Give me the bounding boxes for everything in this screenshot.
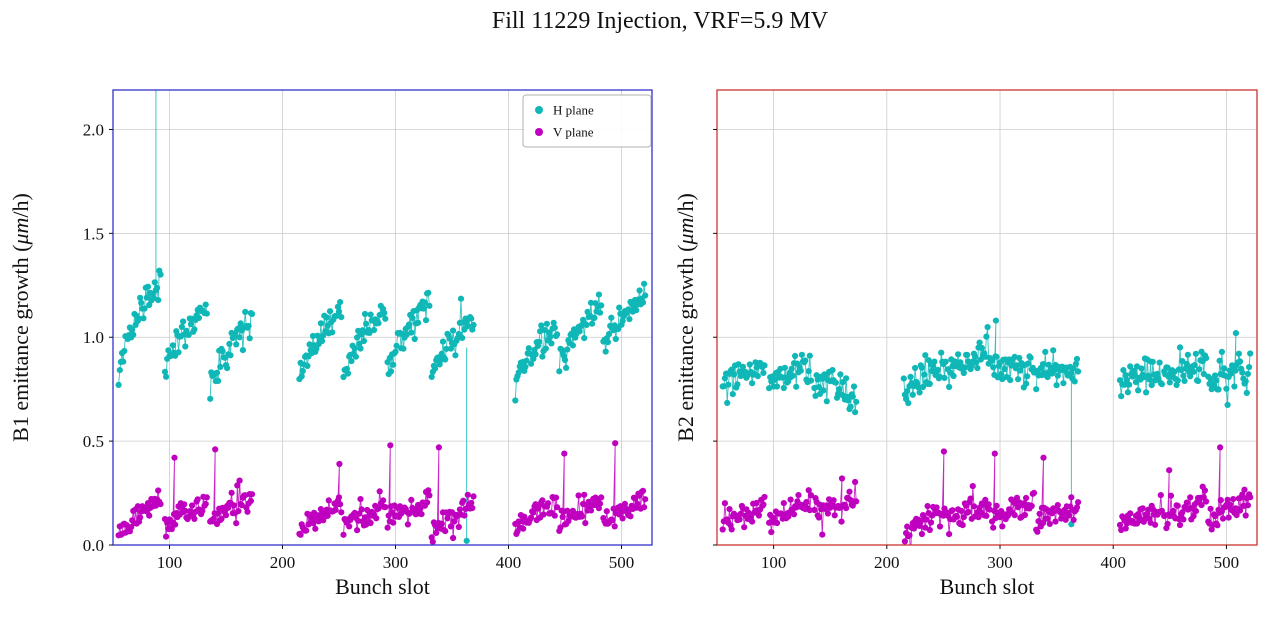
x-tick-label: 300 [987, 553, 1013, 572]
x-tick-label: 200 [270, 553, 296, 572]
x-tick-label: 500 [1214, 553, 1240, 572]
y-axis-label: B1 emittance growth (μm/h) [8, 193, 33, 442]
y-axis-label: B2 emittance growth (μm/h) [673, 193, 698, 442]
x-tick-label: 400 [1100, 553, 1126, 572]
x-tick-label: 500 [609, 553, 635, 572]
plot-background [717, 90, 1257, 545]
series-h-plane [115, 90, 649, 544]
legend: H plane V plane [522, 94, 652, 148]
y-axis: B2 emittance growth (μm/h) [673, 128, 717, 546]
axes-spines [112, 89, 653, 546]
legend-marker-h-plane [535, 106, 543, 114]
y-tick-label: 1.5 [83, 224, 104, 243]
x-tick-label: 200 [874, 553, 900, 572]
series-area [115, 90, 649, 545]
y-tick-label: 1.0 [83, 328, 104, 347]
legend-label: V plane [553, 125, 594, 140]
x-axis: 100 200 300 400 500 Bunch slot [761, 545, 1239, 599]
legend-label: H plane [553, 103, 594, 118]
y-axis: 0.0 0.5 1.0 1.5 2.0 B1 emittance growth (μm/h… [8, 120, 113, 555]
x-axis-label: Bunch slot [940, 574, 1035, 599]
legend-marker-v-plane [535, 128, 543, 136]
chart-title: Fill 11229 Injection, VRF=5.9 MV [491, 8, 829, 34]
x-tick-label: 300 [383, 553, 409, 572]
y-tick-label: 0.5 [83, 432, 104, 451]
x-tick-label: 100 [157, 553, 183, 572]
x-tick-label: 100 [761, 553, 787, 572]
axes-spines [716, 89, 1258, 546]
y-tick-label: 0.0 [83, 536, 104, 555]
series-h-plane [719, 317, 1254, 528]
series-v-plane [719, 444, 1254, 545]
x-tick-label: 400 [496, 553, 522, 572]
b2-subplot: 100 200 300 400 500 Bunch slot B2 emittance gr… [673, 89, 1258, 599]
x-axis: 100 200 300 400 500 Bunch slot [157, 545, 634, 599]
b1-subplot: 100 200 300 400 500 Bunch slot 0.0 0.5 1.0 1.5 2.0… [8, 89, 653, 599]
series-area [719, 317, 1254, 545]
y-tick-label: 2.0 [83, 120, 104, 139]
x-axis-label: Bunch slot [335, 574, 430, 599]
series-v-plane [115, 440, 649, 545]
